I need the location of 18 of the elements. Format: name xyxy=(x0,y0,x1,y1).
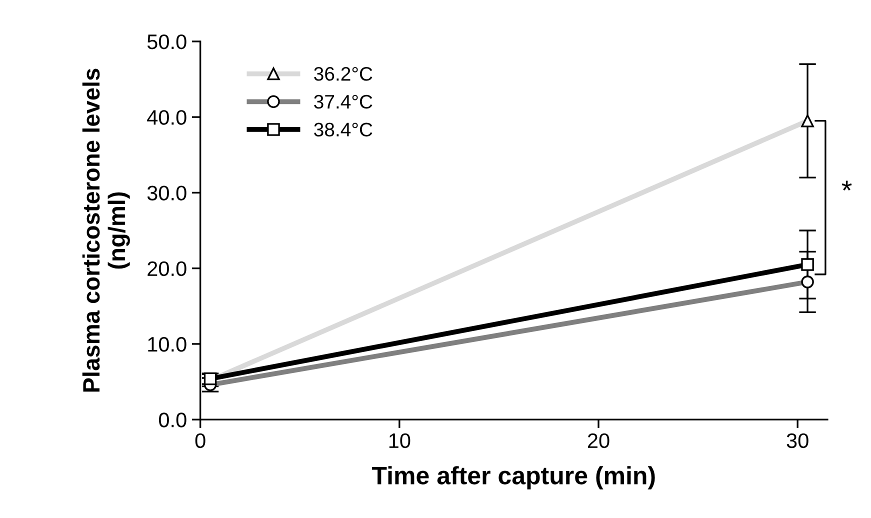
text: * xyxy=(842,180,852,191)
x-tick-label: 20 xyxy=(588,433,610,448)
y-axis-title: Plasma corticosterone levels (ng/ml) xyxy=(82,68,130,392)
legend-label: 38.4°C xyxy=(314,122,372,136)
legend-label: 36.2°C xyxy=(314,67,372,81)
x-axis-title: Time after capture (min) xyxy=(372,466,655,490)
y-tick-label: 20.0 xyxy=(148,261,186,276)
x-tick-label: 0 xyxy=(195,433,206,448)
y-tick-label: 10.0 xyxy=(148,336,186,352)
y-tick-label: 0.0 xyxy=(158,412,186,428)
y-tick-label: 50.0 xyxy=(147,34,186,50)
x-tick-label: 30 xyxy=(786,433,808,448)
legend-label: 37.4°C xyxy=(314,94,372,109)
y-tick-label: 30.0 xyxy=(147,186,186,200)
x-tick-label: 10 xyxy=(389,433,410,448)
point xyxy=(801,258,814,271)
point xyxy=(801,114,814,128)
y-tick-label: 40.0 xyxy=(147,110,186,125)
